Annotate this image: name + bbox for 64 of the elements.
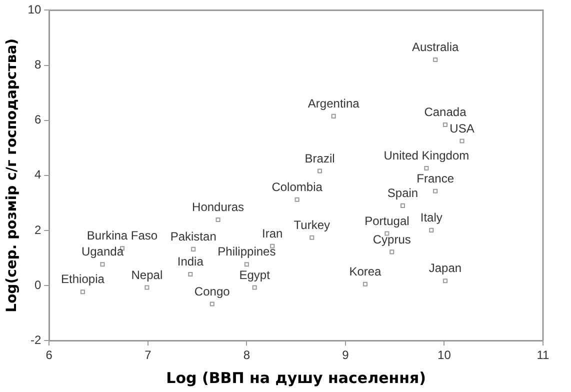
- point: [400, 203, 406, 208]
- annotation: Argentina: [308, 96, 360, 111]
- y-tick-label: 0: [34, 278, 42, 292]
- point: [318, 168, 322, 174]
- annotation: Japan: [428, 261, 462, 276]
- annotation: France: [416, 171, 454, 186]
- annotation: Egypt: [239, 268, 271, 282]
- annotation: Nepal: [131, 268, 163, 282]
- y-tick-label: -2: [30, 332, 42, 347]
- point: [424, 166, 429, 171]
- annotation: Pakistan: [170, 230, 216, 244]
- annotation: Ethiopia: [61, 272, 105, 286]
- annotation: Australia: [412, 40, 460, 54]
- x-axis-title: Log (ВВП на душу населення): [166, 368, 426, 387]
- point: [188, 272, 193, 277]
- point: [362, 282, 368, 286]
- point: [216, 217, 220, 222]
- annotation: Uganda: [81, 244, 124, 259]
- annotation: Brazil: [304, 151, 335, 166]
- point: [442, 278, 448, 284]
- annotation: India: [177, 254, 204, 269]
- annotation: Portugal: [364, 214, 410, 228]
- point: [390, 250, 394, 254]
- annotation: Burkina Faso: [86, 228, 158, 243]
- y-axis-title: Log(сер. розмір с/г господарства): [4, 38, 20, 312]
- annotation: Cyprus: [372, 232, 411, 246]
- annotation: Colombia: [272, 180, 323, 194]
- point: [433, 188, 438, 194]
- point: [80, 290, 85, 294]
- y-tick-label: 6: [34, 112, 42, 127]
- point: [331, 114, 336, 118]
- point: [310, 235, 314, 240]
- point: [144, 285, 150, 290]
- x-tick-label: 6: [46, 348, 53, 362]
- point: [191, 246, 196, 252]
- point: [244, 262, 249, 267]
- annotation: United Kingdom: [384, 148, 470, 163]
- point: [252, 285, 257, 290]
- point: [100, 262, 105, 267]
- y-tick-label: 2: [34, 222, 42, 237]
- x-tick-label: 10: [438, 348, 452, 362]
- annotation: Spain: [387, 186, 418, 200]
- point: [433, 57, 438, 62]
- annotation: Congo: [194, 284, 230, 298]
- point: [460, 138, 464, 144]
- y-tick-label: 8: [34, 58, 42, 72]
- annotation: Korea: [349, 264, 382, 278]
- annotation: USA: [450, 121, 474, 136]
- y-tick-label: 4: [34, 168, 42, 182]
- x-tick-label: 11: [536, 348, 550, 362]
- y-tick-label: 10: [28, 2, 42, 17]
- annotation: Italy: [420, 210, 442, 225]
- point: [210, 302, 214, 306]
- point: [442, 122, 448, 128]
- annotation: Philippines: [218, 244, 276, 259]
- x-tick-label: 7: [144, 348, 152, 362]
- point: [429, 228, 434, 232]
- point: [294, 197, 300, 202]
- annotation: Honduras: [192, 200, 244, 214]
- annotation: Turkey: [294, 218, 330, 232]
- annotation: Canada: [424, 105, 467, 120]
- x-tick-label: 8: [243, 348, 250, 362]
- x-tick-label: 9: [342, 348, 350, 362]
- annotation: Iran: [262, 226, 283, 240]
